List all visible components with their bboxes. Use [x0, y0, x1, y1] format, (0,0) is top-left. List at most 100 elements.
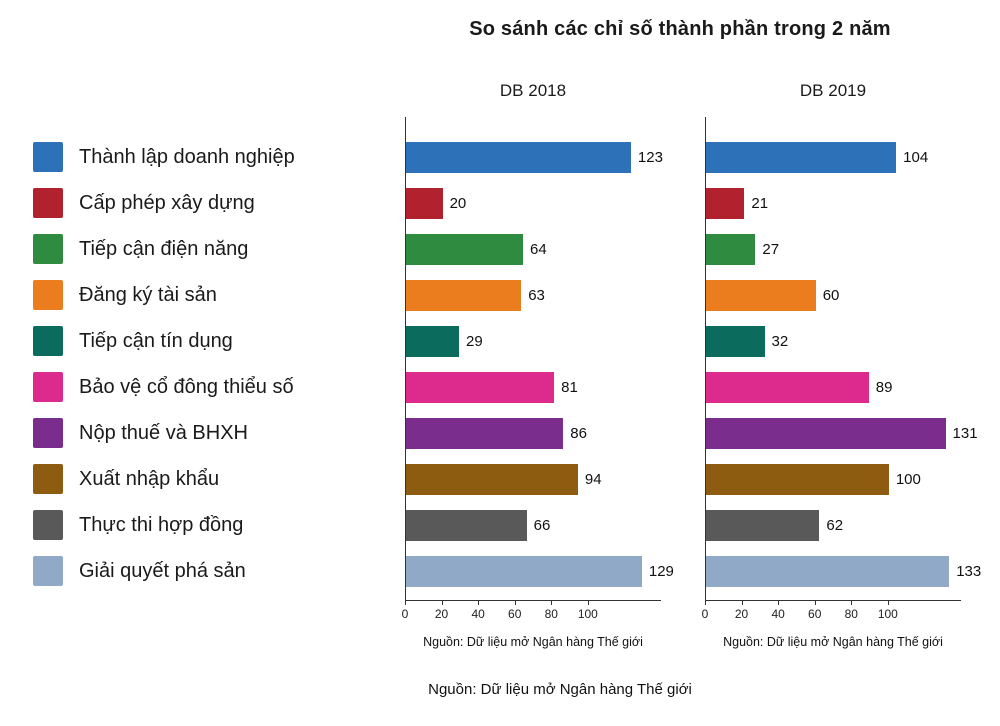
legend-swatch: [33, 556, 63, 586]
legend-item: Cấp phép xây dựng: [33, 180, 361, 226]
bar-value-label: 60: [822, 287, 840, 304]
x-axis-2018: 0 20 40 60 80 100: [401, 601, 661, 623]
chart-layout: Thành lập doanh nghiệp Cấp phép xây dựng T…: [0, 81, 1000, 649]
legend: Thành lập doanh nghiệp Cấp phép xây dựng T…: [0, 134, 361, 594]
bar-value-label: 62: [826, 517, 844, 534]
legend-label: Giải quyết phá sản: [79, 559, 246, 582]
bar: [406, 234, 524, 265]
bar-value-label: 27: [762, 241, 780, 258]
bar-value-label: 129: [648, 563, 674, 580]
x-tick-mark: [551, 601, 553, 605]
bar: [406, 142, 631, 173]
bar: [706, 188, 745, 219]
x-tick-label: 60: [808, 607, 822, 621]
bar-value-label: 81: [561, 379, 578, 396]
legend-item: Bảo vệ cổ đông thiểu số: [33, 364, 361, 410]
x-tick-label: 80: [544, 607, 558, 621]
legend-item: Tiếp cận điện năng: [33, 226, 361, 272]
legend-swatch: [33, 326, 63, 356]
bar-value-label: 86: [570, 425, 587, 442]
bar-value-label: 64: [530, 241, 547, 258]
x-tick-label: 100: [877, 607, 898, 621]
bar: [406, 418, 564, 449]
legend-swatch: [33, 142, 63, 172]
plot-2018: 123 20 64 63 29 81 86 94 66 129: [405, 117, 674, 601]
bar: [406, 372, 555, 403]
x-tick-label: 40: [471, 607, 485, 621]
x-tick-label: 40: [771, 607, 785, 621]
x-tick-label: 0: [401, 607, 409, 621]
bar-value-label: 89: [875, 379, 893, 396]
plot-2019: 104 21 27 60 32 89 131 100 62 133: [705, 117, 981, 601]
x-tick-label: 20: [434, 607, 449, 621]
x-tick-mark: [851, 601, 853, 605]
legend-item: Tiếp cận tín dụng: [33, 318, 361, 364]
page: So sánh các chỉ số thành phần trong 2 nă…: [0, 18, 1000, 698]
bar: [706, 234, 756, 265]
footer-source: Nguồn: Dữ liệu mở Ngân hàng Thế giới: [428, 681, 692, 698]
legend-label: Nộp thuế và BHXH: [79, 421, 248, 444]
bar-value-label: 21: [751, 195, 769, 212]
x-tick-mark: [441, 601, 443, 605]
bar-value-label: 94: [584, 471, 602, 488]
chart-db-2018: DB 2018 123 20 64 63 29 81 86 94 66 129 0 20 40 60 80…: [401, 81, 674, 649]
x-tick-mark: [514, 601, 516, 605]
bar: [706, 556, 950, 587]
bar: [406, 510, 527, 541]
bar-value-label: 63: [528, 287, 545, 304]
bar-value-label: 104: [903, 149, 929, 166]
bar-value-label: 123: [637, 149, 663, 166]
legend-item: Thực thi hợp đồng: [33, 502, 361, 548]
legend-swatch: [33, 464, 63, 494]
legend-label: Đăng ký tài sản: [79, 283, 217, 306]
bar: [706, 464, 889, 495]
bar-value-label: 100: [895, 471, 921, 488]
bar-value-label: 131: [952, 425, 978, 442]
legend-swatch: [33, 510, 63, 540]
x-tick-mark: [705, 601, 706, 605]
bar: [406, 556, 642, 587]
x-tick-label: 0: [701, 607, 709, 621]
legend-label: Tiếp cận tín dụng: [79, 329, 233, 352]
legend-item: Giải quyết phá sản: [33, 548, 361, 594]
legend-swatch: [33, 280, 63, 310]
x-tick-label: 100: [577, 607, 598, 621]
x-tick-mark: [814, 601, 816, 605]
legend-swatch: [33, 234, 63, 264]
legend-label: Bảo vệ cổ đông thiểu số: [79, 375, 294, 398]
legend-item: Xuất nhập khẩu: [33, 456, 361, 502]
legend-swatch: [33, 372, 63, 402]
bar-value-label: 66: [533, 517, 551, 534]
chart-header-2018: DB 2018: [499, 81, 567, 100]
x-tick-label: 20: [734, 607, 749, 621]
x-tick-mark: [587, 601, 589, 605]
legend-item: Đăng ký tài sản: [33, 272, 361, 318]
chart-header-2019: DB 2019: [799, 81, 867, 100]
bar-value-label: 32: [771, 333, 789, 350]
legend-item: Nộp thuế và BHXH: [33, 410, 361, 456]
bar: [706, 142, 897, 173]
chart-title: So sánh các chỉ số thành phần trong 2 nă…: [469, 18, 891, 40]
legend-swatch: [33, 188, 63, 218]
legend-label: Tiếp cận điện năng: [79, 237, 249, 260]
bar: [706, 418, 946, 449]
chart-source-2019: Nguồn: Dữ liệu mở Ngân hàng Thế giới: [723, 635, 943, 649]
legend-label: Cấp phép xây dựng: [79, 191, 255, 214]
legend-label: Thực thi hợp đồng: [79, 513, 244, 536]
bar: [406, 188, 443, 219]
bar: [406, 280, 522, 311]
legend-label: Xuất nhập khẩu: [79, 467, 220, 490]
bar: [406, 326, 460, 357]
chart-source-2018: Nguồn: Dữ liệu mở Ngân hàng Thế giới: [423, 635, 643, 649]
x-tick-mark: [478, 601, 480, 605]
x-tick-label: 80: [844, 607, 858, 621]
legend-label: Thành lập doanh nghiệp: [79, 145, 295, 168]
bar: [706, 372, 869, 403]
x-tick-mark: [887, 601, 889, 605]
legend-swatch: [33, 418, 63, 448]
x-tick-label: 60: [508, 607, 522, 621]
bar-value-label: 20: [449, 195, 467, 212]
x-tick-mark: [741, 601, 743, 605]
bar-value-label: 133: [956, 563, 982, 580]
x-tick-mark: [778, 601, 780, 605]
